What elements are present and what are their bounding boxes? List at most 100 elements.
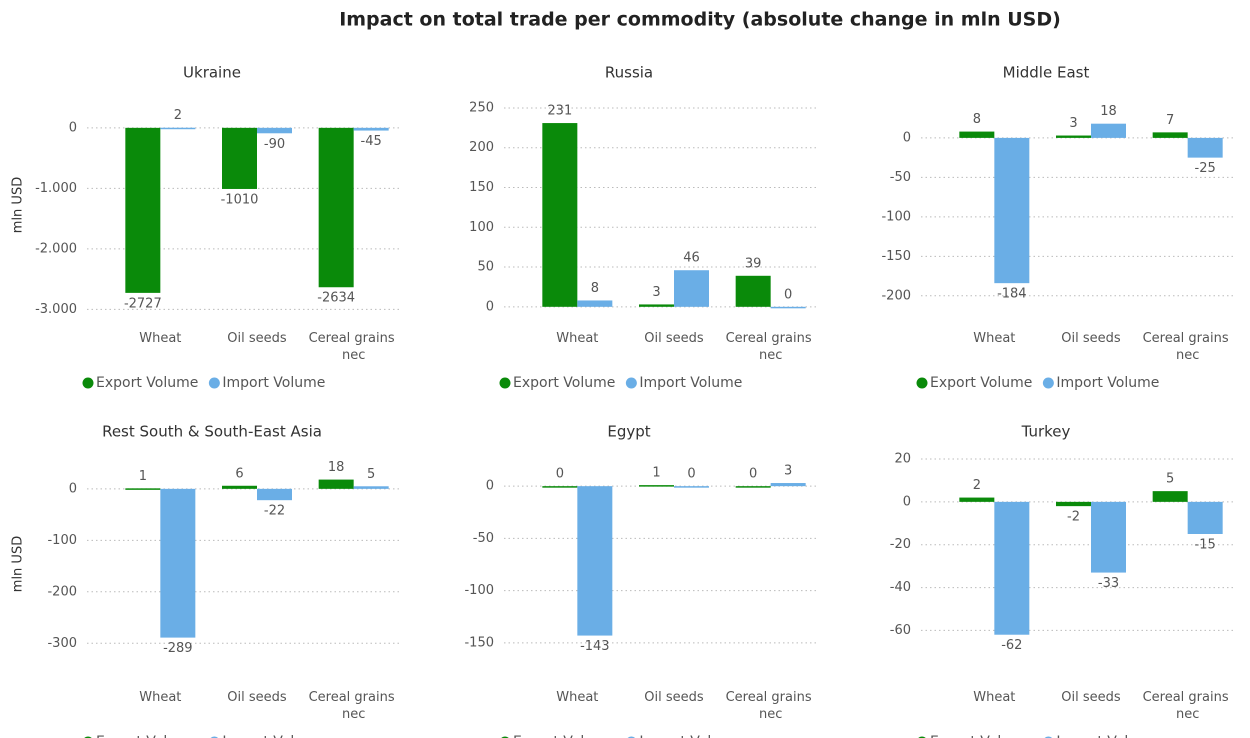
y-tick-label: -150 — [881, 249, 911, 264]
x-tick-line: nec — [342, 348, 365, 363]
data-label: 1 — [139, 469, 147, 484]
y-tick-label: -2.000 — [35, 241, 77, 256]
bar — [770, 306, 806, 309]
y-tick-label: 0 — [69, 481, 77, 496]
data-label: 0 — [784, 287, 792, 302]
bar — [639, 304, 674, 307]
legend-label: Import Volume — [639, 375, 742, 391]
x-tick-label: Cereal grains nec — [1143, 331, 1233, 363]
data-label: 2 — [973, 478, 981, 493]
x-tick-line: Cereal grains — [726, 690, 816, 705]
y-tick-label: 150 — [469, 180, 494, 195]
y-tick-label: 100 — [469, 220, 494, 235]
y-tick-label: 0 — [903, 494, 911, 509]
x-tick-line: nec — [342, 707, 365, 722]
bar — [542, 486, 578, 488]
legend-label: Export Volume — [96, 734, 198, 738]
x-tick-line: nec — [759, 707, 782, 722]
data-label: 7 — [1166, 113, 1174, 128]
bar — [1152, 491, 1188, 502]
bar — [125, 127, 161, 293]
x-tick-label: Wheat — [556, 690, 598, 705]
y-tick-label: -1.000 — [35, 181, 77, 196]
y-tick-label: 250 — [469, 100, 494, 115]
x-tick-label: Wheat — [139, 331, 181, 346]
data-label: 0 — [687, 467, 695, 482]
legend-label: Import Volume — [1056, 734, 1159, 738]
x-tick-line: Wheat — [973, 690, 1015, 705]
x-tick-label: Wheat — [973, 331, 1015, 346]
legend-label: Export Volume — [513, 375, 615, 391]
x-tick-line: Wheat — [139, 690, 181, 705]
data-label: 3 — [784, 464, 792, 479]
y-tick-label: -40 — [890, 580, 911, 595]
x-tick-label: Oil seeds — [644, 690, 704, 705]
data-label: -184 — [997, 287, 1027, 302]
bar — [735, 275, 771, 307]
bar — [1152, 132, 1188, 138]
data-label: -289 — [163, 641, 193, 656]
bar — [1187, 501, 1223, 534]
x-tick-line: Wheat — [556, 331, 598, 346]
x-tick-line: Cereal grains — [1143, 690, 1233, 705]
data-label: -90 — [264, 137, 285, 152]
bar — [577, 486, 613, 636]
legend-marker — [1042, 377, 1054, 389]
legend-label: Import Volume — [1056, 375, 1159, 391]
bar — [257, 488, 292, 501]
x-tick-label: Wheat — [139, 690, 181, 705]
y-tick-label: 0 — [903, 130, 911, 145]
data-label: 8 — [973, 112, 981, 127]
chart-title: Middle East — [1003, 64, 1090, 82]
x-tick-label: Cereal grains nec — [1143, 690, 1233, 722]
x-tick-line: Wheat — [139, 331, 181, 346]
bar — [160, 127, 196, 130]
bar — [959, 131, 995, 138]
legend-marker — [82, 377, 94, 389]
y-tick-label: -100 — [464, 583, 494, 598]
bar — [577, 300, 613, 307]
data-label: 46 — [683, 251, 700, 266]
bar — [770, 483, 806, 487]
chart-title: Rest South & South-East Asia — [102, 423, 322, 441]
y-tick-label: -60 — [890, 623, 911, 638]
y-tick-label: -100 — [47, 533, 77, 548]
y-axis-label: mln USD — [11, 536, 26, 592]
x-tick-line: Oil seeds — [644, 331, 704, 346]
data-label: -33 — [1098, 576, 1119, 591]
bar — [1056, 135, 1091, 138]
y-tick-label: -20 — [890, 537, 911, 552]
x-tick-line: Oil seeds — [227, 331, 287, 346]
y-tick-label: -100 — [881, 209, 911, 224]
x-tick-label: Cereal grains nec — [309, 331, 399, 363]
data-label: 5 — [367, 467, 375, 482]
x-tick-label: Oil seeds — [227, 331, 287, 346]
legend-label: Export Volume — [513, 734, 615, 738]
data-label: 0 — [749, 467, 757, 482]
data-label: -45 — [361, 134, 382, 149]
bar — [257, 127, 292, 134]
legend-label: Export Volume — [930, 734, 1032, 738]
y-tick-label: -300 — [47, 636, 77, 651]
chart-title: Turkey — [1021, 423, 1071, 441]
x-tick-label: Cereal grains nec — [726, 331, 816, 363]
bar — [959, 497, 995, 502]
bar — [318, 479, 354, 489]
data-label: -22 — [264, 504, 285, 519]
x-tick-line: Oil seeds — [227, 690, 287, 705]
x-tick-label: Cereal grains nec — [726, 690, 816, 722]
x-tick-label: Oil seeds — [1061, 331, 1121, 346]
x-tick-label: Cereal grains nec — [309, 690, 399, 722]
x-tick-line: Cereal grains — [309, 690, 399, 705]
bar — [1091, 123, 1126, 138]
data-label: 3 — [1069, 116, 1077, 131]
bar — [222, 485, 257, 489]
data-label: -25 — [1195, 161, 1216, 176]
chart-title: Egypt — [607, 423, 650, 441]
bar — [994, 137, 1030, 284]
data-label: 39 — [745, 256, 762, 271]
bar — [994, 501, 1030, 635]
y-tick-label: 20 — [894, 452, 911, 467]
data-label: -2634 — [317, 291, 355, 306]
